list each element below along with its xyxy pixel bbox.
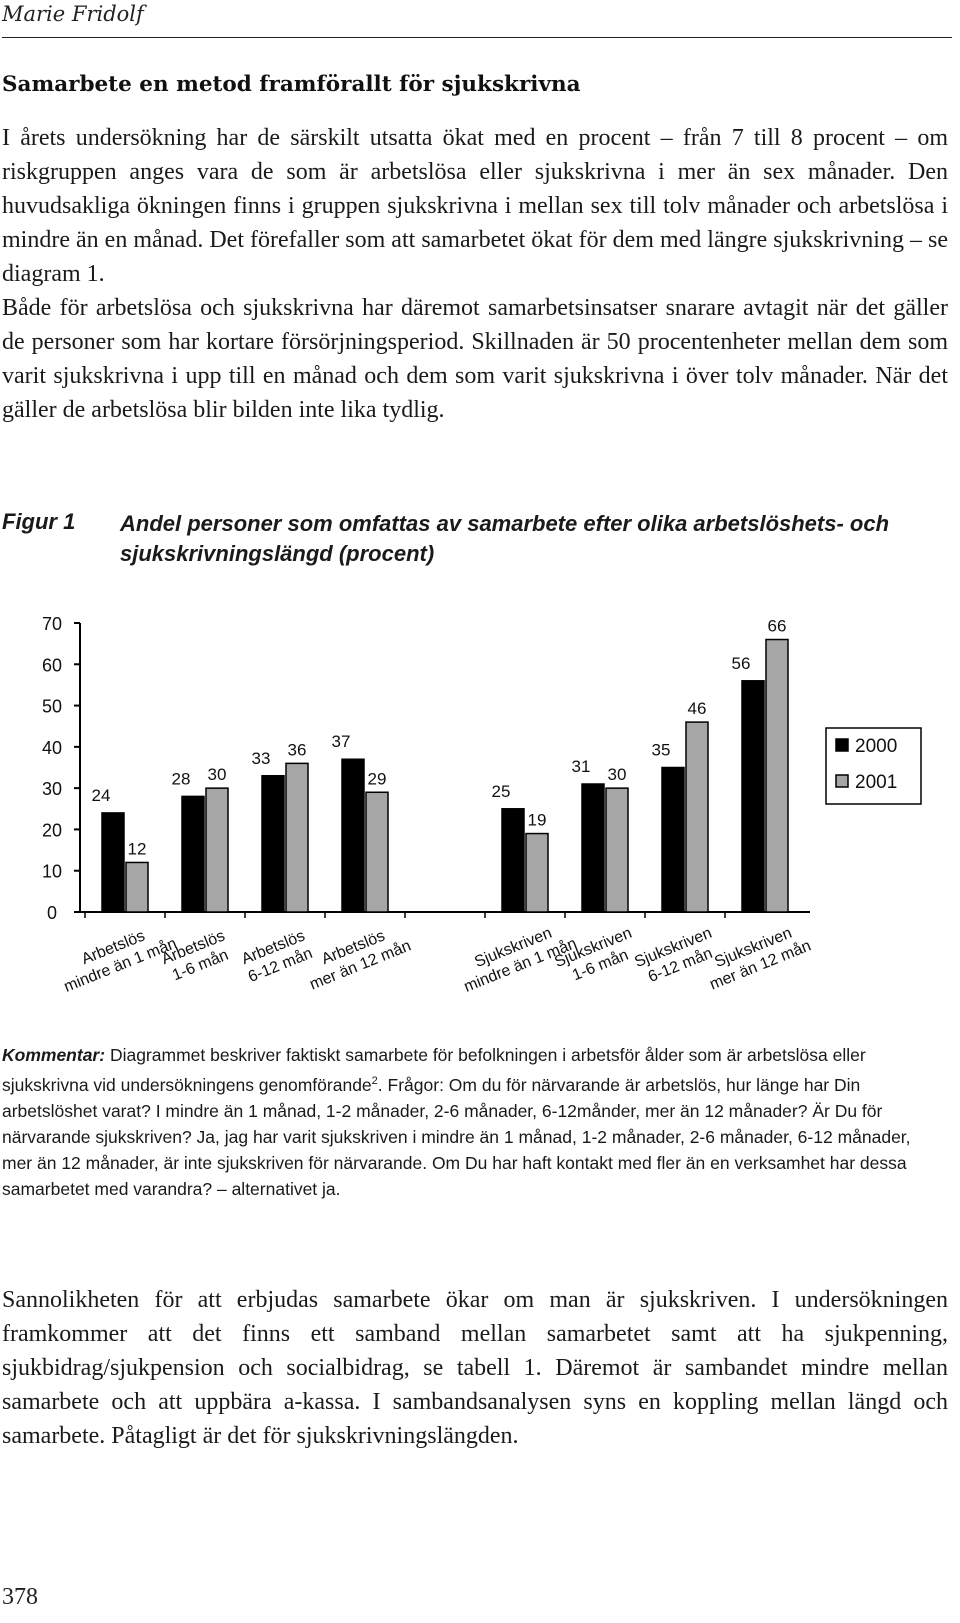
body-paragraph-3: Sannolikheten för att erbjudas samarbete… xyxy=(2,1287,948,1449)
y-tick-label: 10 xyxy=(42,862,62,882)
bar-value-label: 36 xyxy=(288,740,307,759)
bar-2000 xyxy=(101,812,125,913)
bar-value-label: 37 xyxy=(332,732,351,751)
bar-value-label: 28 xyxy=(172,769,191,788)
y-tick-label: 30 xyxy=(42,779,62,799)
section-heading: Samarbete en metod framförallt för sjuks… xyxy=(2,72,581,97)
bar-2000 xyxy=(581,783,605,913)
y-tick-label: 0 xyxy=(47,903,57,923)
comment-rest: . Frågor: Om du för närvarande är arbets… xyxy=(2,1074,911,1199)
bar-2000 xyxy=(741,680,765,913)
bar-value-label: 56 xyxy=(732,654,751,673)
y-tick-label: 70 xyxy=(42,614,62,634)
bar-value-label: 31 xyxy=(572,757,591,776)
y-tick-label: 60 xyxy=(42,655,62,675)
bar-value-label: 19 xyxy=(528,811,547,830)
bar-2001 xyxy=(685,721,709,913)
body-paragraph-2: Både för arbetslösa och sjukskrivna har … xyxy=(2,295,948,423)
bar-2001 xyxy=(605,787,629,913)
bar-value-label: 25 xyxy=(492,782,511,801)
bar-value-label: 29 xyxy=(368,769,387,788)
legend-swatch-2001 xyxy=(835,774,849,788)
comment-footnote-ref: 2 xyxy=(371,1075,378,1087)
header-divider xyxy=(2,37,952,38)
bar-2001 xyxy=(365,791,389,913)
bar-2000 xyxy=(181,795,205,913)
figure-label: Figur 1 xyxy=(2,509,76,534)
bar-2000 xyxy=(501,808,525,913)
bar-2000 xyxy=(341,758,365,913)
y-tick-label: 50 xyxy=(42,697,62,717)
bar-2001 xyxy=(125,861,149,913)
running-header-author: Marie Fridolf xyxy=(2,2,144,26)
body-paragraph-1: I årets undersökning har de särskilt uts… xyxy=(2,125,948,287)
bar-value-label: 33 xyxy=(252,749,271,768)
bar-2001 xyxy=(765,638,789,913)
legend-label: 2001 xyxy=(855,772,897,793)
bar-value-label: 30 xyxy=(608,765,627,784)
comment-text: Diagrammet beskriver faktiskt samarbete … xyxy=(2,1045,866,1095)
bar-2000 xyxy=(661,766,685,913)
bar-value-label: 46 xyxy=(688,699,707,718)
bar-value-label: 35 xyxy=(652,741,671,760)
legend-label: 2000 xyxy=(855,736,897,757)
bar-value-label: 12 xyxy=(128,839,147,858)
figure-title: Andel personer som omfattas av samarbete… xyxy=(120,511,890,566)
y-tick-label: 20 xyxy=(42,820,62,840)
bar-2001 xyxy=(525,832,549,913)
bar-2001 xyxy=(285,762,309,913)
bar-value-label: 24 xyxy=(92,786,111,805)
bar-chart: 0 10 20 30 40 50 60 70 24 12 28 30 33 36 37 29 25 19 31 30 3… xyxy=(42,614,922,996)
bar-value-label: 66 xyxy=(768,617,787,636)
comment-lead: Kommentar: xyxy=(2,1045,106,1065)
bar-2000 xyxy=(261,775,285,913)
page-number: 378 xyxy=(2,1584,38,1610)
bar-value-label: 30 xyxy=(208,765,227,784)
bar-2001 xyxy=(205,787,229,913)
figure-comment: Kommentar: Diagrammet beskriver faktiskt… xyxy=(2,1042,922,1202)
y-tick-label: 40 xyxy=(42,738,62,758)
legend-swatch-2000 xyxy=(835,738,849,752)
